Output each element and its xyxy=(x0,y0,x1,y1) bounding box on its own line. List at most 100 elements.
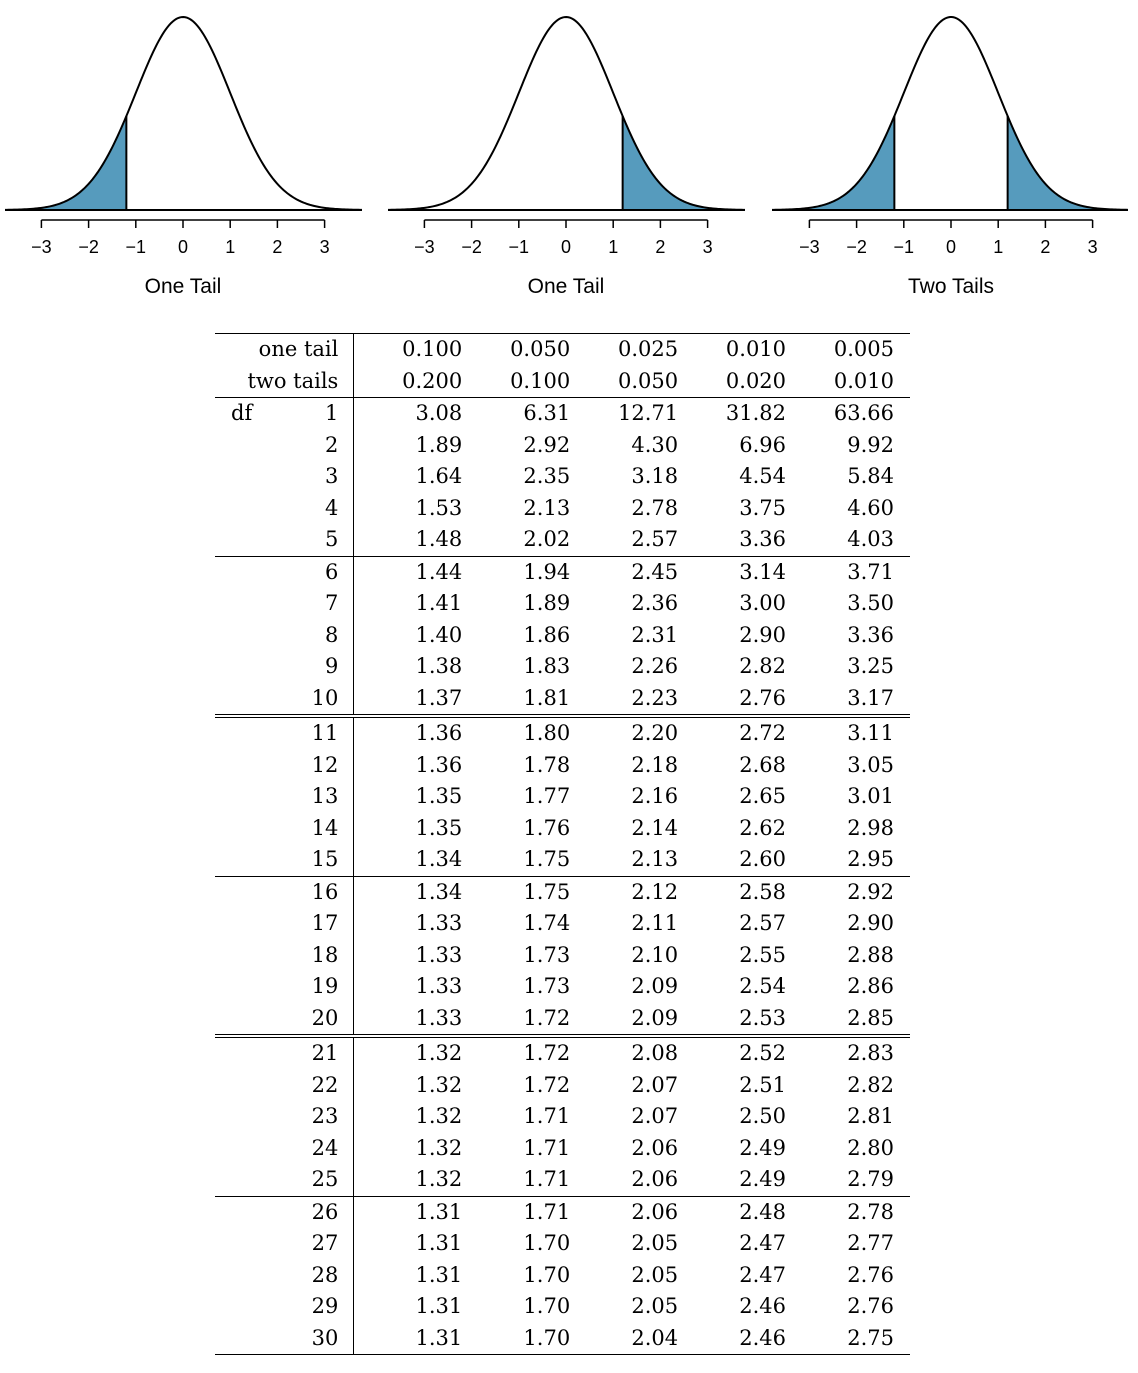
table-cell: 4.60 xyxy=(847,495,894,520)
table-cell: 2.85 xyxy=(847,1005,894,1030)
table-cell: 1.36 xyxy=(353,714,463,750)
table-cell: 2.68 xyxy=(739,752,787,777)
table-row: 22 1.32 1.72 2.07 2.51 2.82 xyxy=(215,1069,910,1101)
table-cell: 1.86 xyxy=(523,622,571,647)
panel-label: One Tail xyxy=(145,275,222,298)
t-table: one tail 0.100 0.050 0.025 0.010 0.005 two tai… xyxy=(215,333,910,1355)
table-row: 27 1.31 1.70 2.05 2.47 2.77 xyxy=(215,1228,910,1260)
table-cell: 2.31 xyxy=(631,622,679,647)
header-row: two tails 0.200 0.100 0.050 0.020 0.010 xyxy=(215,365,910,398)
df-cell: 28 xyxy=(215,1259,355,1291)
table-cell: 3.18 xyxy=(631,464,679,488)
table-cell: 2.06 xyxy=(631,1135,679,1160)
table-cell: 1.73 xyxy=(523,974,571,998)
table-cell: 2.57 xyxy=(631,527,679,551)
x-tick-label: 2 xyxy=(655,237,665,257)
table-cell: 2.57 xyxy=(739,911,787,935)
table-cell: 1.70 xyxy=(523,1294,571,1318)
density-curve xyxy=(387,16,746,211)
table-cell: 3.36 xyxy=(739,527,787,551)
table-row: 9 1.38 1.83 2.26 2.82 3.25 xyxy=(215,651,910,683)
table-cell: 1.80 xyxy=(462,714,571,750)
table-cell: 2.16 xyxy=(631,784,679,808)
table-cell: 2.86 xyxy=(847,974,894,998)
df-cell: 23 xyxy=(215,1101,355,1133)
table-cell: 1.38 xyxy=(415,654,463,678)
df-cell: 5 xyxy=(215,524,355,556)
curve-panel-1: −3 −2 −1 0 1 2 3 One Tail xyxy=(4,16,363,298)
x-tick-label: 0 xyxy=(178,237,188,257)
table-cell: 1.77 xyxy=(523,784,571,808)
table-row: 3 1.64 2.35 3.18 4.54 5.84 xyxy=(215,461,910,493)
table-cell: 2.76 xyxy=(847,1294,894,1318)
table-cell: 0.100 xyxy=(510,368,571,393)
df-cell: 24 xyxy=(215,1132,355,1164)
table-cell: 3.05 xyxy=(847,752,894,777)
table-cell: 2.51 xyxy=(739,1072,787,1097)
table-cell: 2.95 xyxy=(847,847,894,871)
x-tick-label: 0 xyxy=(561,237,571,257)
df-cell: 26 xyxy=(215,1195,355,1228)
table-cell: 2.92 xyxy=(523,432,571,457)
panel-label: One Tail xyxy=(528,275,605,298)
df-cell: 2 xyxy=(215,429,355,461)
table-cell: 2.47 xyxy=(739,1231,787,1255)
table-cell: 1.75 xyxy=(462,875,571,908)
table-row: 18 1.33 1.73 2.10 2.55 2.88 xyxy=(215,939,910,971)
table-cell: 0.100 xyxy=(353,333,463,366)
df-value: 27 xyxy=(311,1231,339,1255)
table-cell: 31.82 xyxy=(678,397,787,430)
table-cell: 1.34 xyxy=(353,875,463,908)
table-cell: 1.78 xyxy=(523,752,571,777)
table-row: 23 1.32 1.71 2.07 2.50 2.81 xyxy=(215,1101,910,1133)
table-cell: 1.36 xyxy=(415,752,463,777)
table-cell: 2.08 xyxy=(570,1034,679,1070)
df-cell: 21 xyxy=(215,1034,355,1070)
df-value: 7 xyxy=(324,591,339,615)
x-tick-label: 3 xyxy=(320,237,330,257)
x-tick-label: −1 xyxy=(894,237,915,257)
table-cell: 2.90 xyxy=(739,622,787,647)
df-value: 26 xyxy=(311,1199,339,1224)
table-cell: 1.53 xyxy=(415,495,463,520)
table-cell: 2.72 xyxy=(678,714,787,750)
table-row: 19 1.33 1.73 2.09 2.54 2.86 xyxy=(215,971,910,1003)
table-cell: 2.05 xyxy=(631,1294,679,1318)
table-cell: 1.83 xyxy=(523,654,571,678)
table-cell: 2.48 xyxy=(678,1195,787,1228)
table-cell: 1.34 xyxy=(415,847,463,871)
table-row: 17 1.33 1.74 2.11 2.57 2.90 xyxy=(215,908,910,940)
curve-panel-3: −3 −2 −1 0 1 2 3 Two Tails xyxy=(771,16,1129,298)
table-cell: 1.71 xyxy=(523,1167,571,1191)
x-tick-label: 1 xyxy=(608,237,618,257)
table-cell: 1.37 xyxy=(415,685,463,710)
table-cell: 3.11 xyxy=(786,714,910,750)
df-cell: 18 xyxy=(215,939,355,971)
table-cell: 1.72 xyxy=(523,1005,571,1030)
table-row: 29 1.31 1.70 2.05 2.46 2.76 xyxy=(215,1291,910,1323)
table-cell: 3.36 xyxy=(847,622,894,647)
table-cell: 12.71 xyxy=(570,397,679,430)
table-cell: 2.13 xyxy=(631,847,679,871)
table-cell: 1.32 xyxy=(415,1135,463,1160)
table-cell: 2.11 xyxy=(631,911,679,935)
shaded-right-tail xyxy=(1007,116,1128,210)
table-cell: 2.76 xyxy=(847,1262,894,1287)
curves-svg: −3 −2 −1 0 1 2 3 One Tail −3 −2 −1 0 1 2 3 One Tail −3 −2… xyxy=(4,16,1129,298)
df-value: 16 xyxy=(311,879,339,904)
table-cell: 2.60 xyxy=(739,847,787,871)
table-cell: 2.47 xyxy=(739,1262,787,1287)
density-curve xyxy=(4,16,363,211)
table-cell: 1.32 xyxy=(415,1104,463,1128)
df-cell: 16 xyxy=(215,875,355,908)
table-cell: 2.05 xyxy=(631,1262,679,1287)
df-value: 30 xyxy=(311,1325,339,1350)
x-tick-label: 1 xyxy=(225,237,235,257)
table-cell: 2.53 xyxy=(739,1005,787,1030)
table-cell: 2.79 xyxy=(847,1167,894,1191)
table-cell: 2.83 xyxy=(786,1034,910,1070)
df-cell: 22 xyxy=(215,1069,355,1101)
header-row-label: two tails xyxy=(215,365,355,398)
table-row: 13 1.35 1.77 2.16 2.65 3.01 xyxy=(215,781,910,813)
table-row: 30 1.31 1.70 2.04 2.46 2.75 xyxy=(215,1322,910,1355)
